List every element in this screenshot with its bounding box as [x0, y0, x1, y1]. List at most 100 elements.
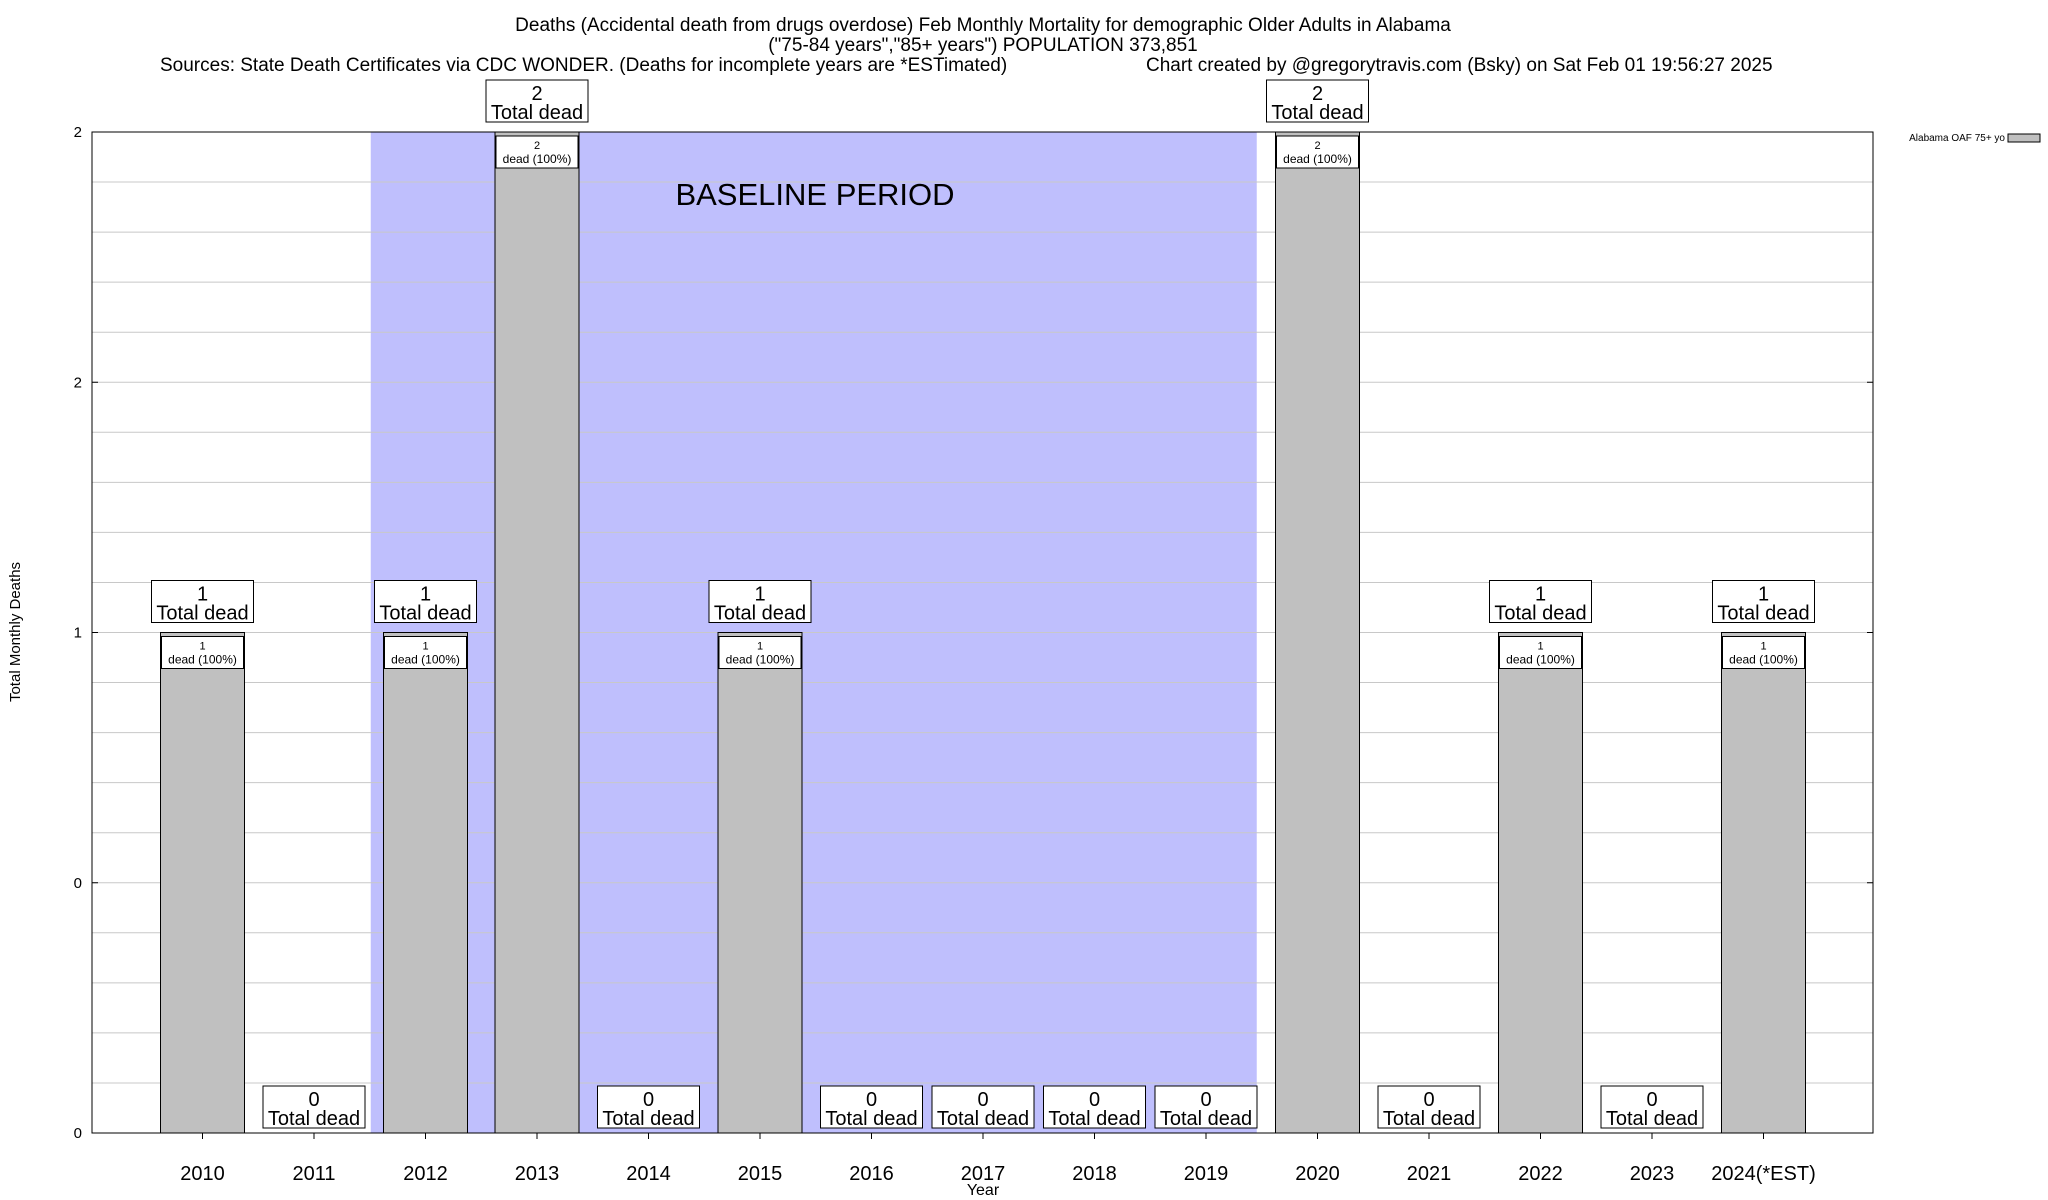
total-label-value: 0 [977, 1089, 988, 1111]
total-label-box [708, 580, 812, 623]
total-label-value: 1 [754, 584, 765, 606]
total-label-box [1712, 580, 1815, 623]
bar [1498, 632, 1583, 1134]
x-tick-label: 2015 [738, 1163, 783, 1185]
total-label-text: Total dead [602, 1108, 694, 1130]
bar-label-box [1276, 135, 1359, 169]
x-tick-label: 2018 [1072, 1163, 1117, 1185]
x-tick-label: 2017 [961, 1163, 1006, 1185]
total-label-text: Total dead [825, 1108, 917, 1130]
bar-label-pct: dead (100%) [503, 152, 572, 166]
y-axis-label: Total Monthly Deaths [7, 562, 24, 702]
total-label-text: Total dead [268, 1108, 360, 1130]
total-label-text: Total dead [1494, 603, 1586, 625]
chart-credit: Chart created by @gregorytravis.com (Bsk… [1146, 55, 1773, 76]
total-label-box [1600, 1085, 1704, 1129]
total-label-value: 0 [643, 1089, 654, 1111]
total-label-value: 1 [197, 584, 208, 606]
total-label-value: 1 [420, 584, 431, 606]
total-label-text: Total dead [1606, 1108, 1698, 1130]
total-label-box [1377, 1085, 1481, 1129]
bar-label-pct: dead (100%) [391, 653, 460, 667]
total-label-value: 0 [1646, 1089, 1657, 1111]
legend: Alabama OAF 75+ yo [1909, 133, 2041, 144]
total-label-text: Total dead [379, 603, 471, 625]
bar-label-count: 1 [1760, 641, 1766, 653]
total-label-box [262, 1085, 366, 1129]
total-label-box [1043, 1085, 1146, 1129]
bar [494, 131, 580, 1134]
total-label-box [597, 1085, 700, 1129]
legend-swatch [2007, 133, 2041, 143]
y-tick-label: 2 [74, 374, 82, 391]
x-axis-label: Year [967, 1182, 1000, 1199]
total-label-text: Total dead [1717, 603, 1809, 625]
bar-label-box [495, 135, 579, 169]
bar-label-pct: dead (100%) [1729, 653, 1798, 667]
chart-title-line-1: Deaths (Accidental death from drugs over… [515, 15, 1451, 36]
total-label-value: 0 [1200, 1089, 1211, 1111]
x-tick-label: 2020 [1295, 1163, 1340, 1185]
chart-title-line-2: ("75-84 years","85+ years") POPULATION 3… [768, 35, 1198, 56]
total-label-text: Total dead [937, 1108, 1029, 1130]
bar-label-count: 1 [1537, 641, 1543, 653]
baseline-period-label: BASELINE PERIOD [675, 177, 954, 212]
total-label-value: 0 [866, 1089, 877, 1111]
total-label-value: 2 [531, 83, 542, 105]
y-tick-label: 0 [74, 1125, 82, 1142]
bar-label-count: 2 [534, 140, 540, 152]
total-label-value: 1 [1758, 584, 1769, 606]
total-label-value: 2 [1312, 83, 1323, 105]
total-label-value: 0 [1089, 1089, 1100, 1111]
total-label-text: Total dead [156, 603, 248, 625]
x-tick-label: 2022 [1518, 1163, 1563, 1185]
bar [1275, 131, 1360, 1134]
total-label-box [1154, 1085, 1258, 1129]
bar-label-pct: dead (100%) [168, 653, 237, 667]
bar-label-count: 1 [422, 641, 428, 653]
bar-label-pct: dead (100%) [1506, 653, 1575, 667]
y-tick-label: 1 [74, 625, 82, 642]
bar [383, 632, 468, 1134]
total-label-box [1266, 79, 1369, 123]
bar-label-pct: dead (100%) [726, 653, 795, 667]
total-label-box [374, 580, 477, 623]
x-tick-label: 2012 [403, 1163, 448, 1185]
x-tick-label: 2014 [626, 1163, 671, 1185]
total-label-value: 1 [1535, 584, 1546, 606]
bar-label-count: 2 [1314, 140, 1320, 152]
total-label-text: Total dead [714, 603, 806, 625]
bar-label-box [161, 636, 244, 669]
x-tick-label: 2013 [515, 1163, 560, 1185]
total-label-text: Total dead [1383, 1108, 1475, 1130]
bar-label-box [1722, 636, 1805, 669]
bar-label-box [718, 636, 802, 669]
x-tick-label: 2019 [1184, 1163, 1229, 1185]
bar [717, 632, 803, 1134]
total-label-text: Total dead [1160, 1108, 1252, 1130]
x-tick-label: 2021 [1407, 1163, 1452, 1185]
y-tick-label: 2 [74, 124, 82, 141]
total-label-box [151, 580, 254, 623]
total-label-box [820, 1085, 923, 1129]
y-tick-label: 0 [74, 875, 82, 892]
total-label-text: Total dead [1048, 1108, 1140, 1130]
bar [1721, 632, 1806, 1134]
bar-label-count: 1 [757, 641, 763, 653]
x-tick-label: 2016 [849, 1163, 894, 1185]
chart-sources: Sources: State Death Certificates via CD… [160, 55, 1007, 76]
bar-label-box [1499, 636, 1582, 669]
total-label-value: 0 [308, 1089, 319, 1111]
bar-label-box [384, 636, 467, 669]
bar [160, 632, 245, 1134]
total-label-value: 0 [1423, 1089, 1434, 1111]
legend-label: Alabama OAF 75+ yo [1909, 133, 2005, 144]
x-tick-label: 2010 [180, 1163, 225, 1185]
x-tick-label: 2023 [1630, 1163, 1675, 1185]
total-label-box [931, 1085, 1035, 1129]
total-label-box [485, 79, 589, 123]
x-tick-label: 2011 [292, 1163, 335, 1185]
bar-label-pct: dead (100%) [1283, 152, 1352, 166]
x-tick-label: 2024(*EST) [1711, 1163, 1816, 1185]
